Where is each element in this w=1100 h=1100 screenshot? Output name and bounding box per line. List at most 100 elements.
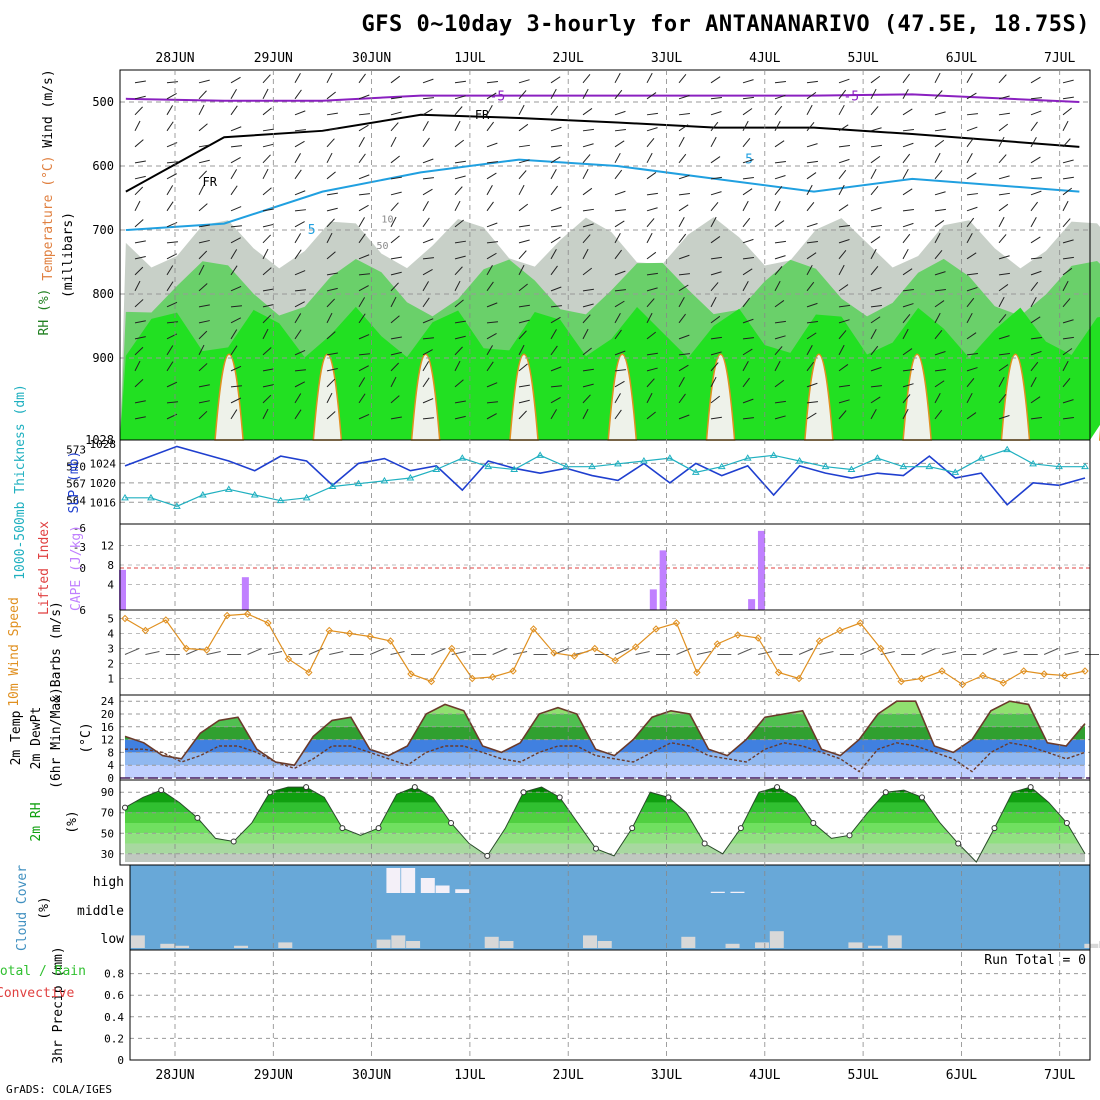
wind-barb bbox=[710, 191, 722, 196]
slp-ylabel: SLP (mb) bbox=[67, 451, 82, 514]
wind-barb bbox=[422, 268, 433, 276]
wind-barb bbox=[774, 400, 786, 404]
wind-barb bbox=[934, 271, 946, 276]
wind-barb bbox=[614, 270, 626, 276]
wind-barb bbox=[486, 302, 498, 308]
cloud-bar-high bbox=[455, 889, 470, 893]
wind-barb bbox=[262, 168, 269, 180]
cloud-ylabel-part: Cloud Cover bbox=[15, 865, 30, 951]
date-label-bottom: 30JUN bbox=[352, 1068, 391, 1083]
wind-barb bbox=[902, 248, 909, 260]
wind-barb bbox=[454, 400, 466, 404]
wind-barb bbox=[710, 376, 717, 388]
wind-barb bbox=[582, 314, 591, 324]
wind-barb bbox=[166, 221, 178, 228]
wind-speed-point bbox=[795, 674, 803, 683]
wind-barb bbox=[902, 188, 913, 196]
wind-barb bbox=[838, 184, 845, 196]
rh-point bbox=[122, 804, 128, 811]
wind-barb bbox=[486, 361, 494, 372]
pressure-tick-label: 800 bbox=[92, 287, 114, 301]
wind-barb bbox=[262, 187, 272, 196]
slp-frame bbox=[119, 439, 1091, 525]
wind-barb bbox=[998, 112, 1010, 116]
wind-barb bbox=[934, 232, 941, 244]
wind-barb bbox=[774, 175, 786, 180]
li-tick-label: -3 bbox=[73, 541, 86, 554]
thickness-point bbox=[510, 465, 519, 472]
wind-barb bbox=[710, 256, 722, 260]
wind-barb bbox=[646, 352, 658, 356]
li-tick-label: -6 bbox=[73, 522, 86, 535]
cloud-bar-low bbox=[725, 943, 740, 948]
thickness-point bbox=[406, 474, 415, 481]
wind-barb bbox=[1062, 360, 1069, 372]
wind-barb bbox=[326, 367, 338, 372]
wind-barb bbox=[358, 285, 369, 292]
dry-plume bbox=[902, 353, 932, 441]
wind-barb bbox=[326, 91, 336, 100]
wind-barb bbox=[1030, 296, 1037, 308]
wind-barb bbox=[646, 411, 656, 420]
wind-barb bbox=[166, 173, 177, 180]
wind-barb bbox=[742, 398, 754, 404]
rh-band bbox=[125, 787, 1085, 793]
thickness-point bbox=[276, 496, 285, 504]
wind-barb bbox=[518, 250, 527, 260]
wind-barb bbox=[550, 305, 562, 308]
wind-speed-line bbox=[124, 613, 1086, 686]
wind-barb bbox=[422, 97, 434, 100]
wind-barb bbox=[1030, 216, 1037, 228]
rh-point bbox=[918, 794, 925, 801]
temp-ylabel-part: 2m Temp bbox=[9, 710, 24, 765]
wind-barb bbox=[198, 344, 205, 356]
rh-point bbox=[701, 840, 708, 847]
slp-tick-label: 1020 bbox=[90, 477, 117, 490]
wind-barb-10m bbox=[1003, 651, 1018, 655]
wind-barb bbox=[614, 152, 621, 164]
wind-barb bbox=[966, 332, 977, 340]
wind-barb bbox=[742, 337, 754, 340]
wind-barb bbox=[806, 223, 818, 228]
thickness-point bbox=[354, 479, 363, 487]
wind-speed-point bbox=[448, 644, 456, 653]
wind-barb bbox=[358, 353, 370, 356]
wind-barb bbox=[326, 411, 336, 420]
cloud-bar-high bbox=[435, 885, 450, 893]
wind-barb bbox=[358, 393, 366, 404]
wind-barb bbox=[966, 126, 978, 132]
wind-barb bbox=[486, 92, 497, 100]
wind-barb bbox=[518, 304, 530, 308]
wind-barb bbox=[198, 363, 208, 372]
wind-barb bbox=[550, 236, 561, 244]
li-ylabel-part: Lifted Index bbox=[37, 521, 52, 615]
rh-point bbox=[158, 787, 165, 794]
wind-barb bbox=[870, 168, 877, 180]
wind-barb bbox=[422, 188, 433, 196]
pressure-tick-label: 500 bbox=[92, 95, 114, 109]
wind-barb bbox=[582, 267, 593, 276]
wind-barb bbox=[742, 200, 749, 212]
minmax-ylabel-part: (6hr Min/Max) bbox=[49, 687, 64, 789]
wind-barb bbox=[262, 347, 272, 356]
wind-barb bbox=[166, 121, 174, 132]
wind-barb bbox=[390, 395, 400, 404]
rh-line bbox=[124, 786, 1086, 863]
wind-barb bbox=[294, 329, 302, 340]
rh-point bbox=[375, 825, 382, 832]
wind-barb bbox=[646, 192, 658, 196]
wind-barb bbox=[966, 193, 978, 196]
wind-barb bbox=[678, 364, 689, 372]
wind-barb bbox=[646, 298, 655, 308]
wind-speed-point bbox=[366, 632, 374, 641]
wind-barb bbox=[390, 336, 402, 340]
rh-band-90 bbox=[120, 306, 1100, 440]
wind-barb bbox=[742, 96, 754, 100]
wind-barb bbox=[230, 126, 242, 132]
wind-barb bbox=[486, 241, 498, 244]
cloud-bar-low bbox=[848, 942, 863, 948]
wind-barb bbox=[294, 249, 302, 260]
wind-barb bbox=[198, 224, 210, 228]
thickness-point bbox=[691, 468, 700, 475]
wind-barb bbox=[358, 174, 370, 180]
